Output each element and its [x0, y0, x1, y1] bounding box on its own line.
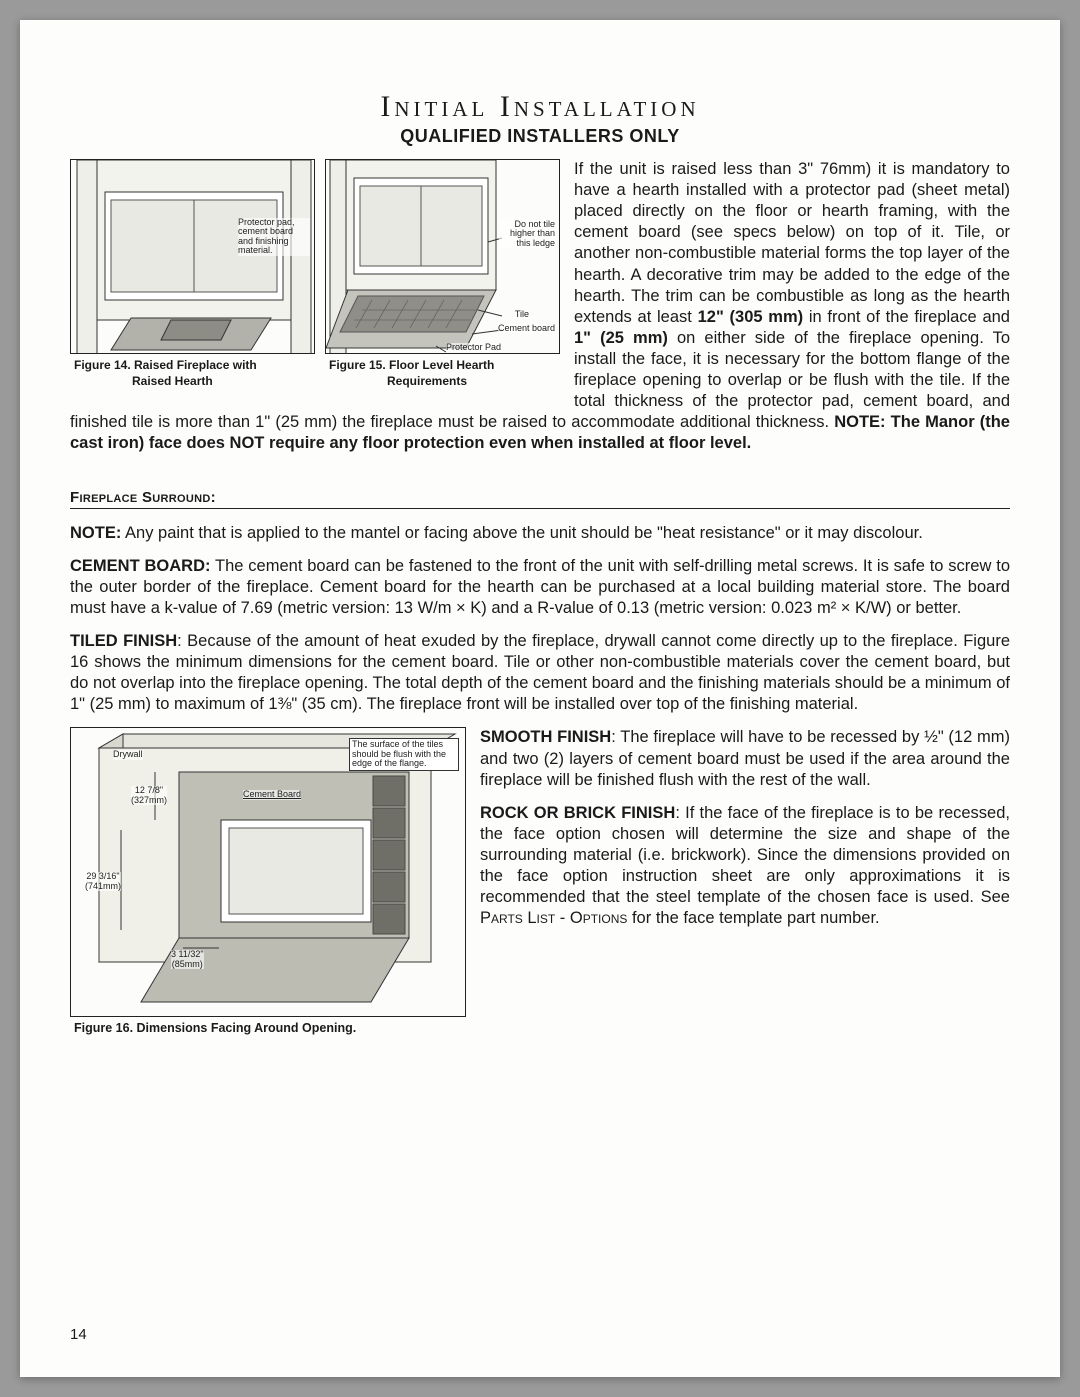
figure-14: Protector pad, cement board and finishin… [70, 159, 315, 389]
fig16-label-note: The surface of the tiles should be flush… [349, 738, 459, 770]
note-paragraph: NOTE: Any paint that is applied to the m… [70, 523, 1010, 544]
intro-text-1: If the unit is raised less than 3" 76mm)… [574, 160, 1010, 326]
section-surround-heading: Fireplace Surround: [70, 489, 1010, 509]
figure-15-note-tile: Tile [515, 310, 529, 319]
fig16-dim-left: 29 3/16" (741mm) [85, 872, 121, 891]
intro-bold-1: 12" (305 mm) [698, 308, 804, 326]
figure-14-image: Protector pad, cement board and finishin… [70, 159, 315, 354]
fig16-label-drywall: Drywall [113, 750, 143, 759]
intro-text-2: in front of the fireplace and [803, 308, 1010, 326]
figure-16: Drywall Cement Board The surface of the … [70, 727, 466, 1035]
tiled-text: : Because of the amount of heat exuded b… [70, 632, 1010, 713]
fig16-label-cement: Cement Board [243, 790, 301, 799]
rock-smallcaps: Parts List - Options [480, 909, 627, 927]
intro-block: Protector pad, cement board and finishin… [70, 159, 1010, 455]
figure-15-image: Do not tile higher than this ledge Tile … [325, 159, 560, 354]
figure-15-note-cement: Cement board [498, 324, 555, 333]
figure-14-caption-l1: Figure 14. Raised Fireplace with [74, 358, 257, 372]
note-text: Any paint that is applied to the mantel … [121, 524, 922, 542]
figure-15-note-pad: Protector Pad [446, 343, 501, 352]
smooth-lead: SMOOTH FINISH [480, 728, 611, 746]
figure-14-svg [71, 160, 315, 354]
note-lead: NOTE: [70, 524, 121, 542]
cement-paragraph: CEMENT BOARD: The cement board can be fa… [70, 556, 1010, 619]
figure-14-note: Protector pad, cement board and finishin… [238, 218, 310, 256]
figure-14-caption-l2: Raised Hearth [74, 374, 213, 388]
figure-15: Do not tile higher than this ledge Tile … [325, 159, 560, 389]
tiled-lead: TILED FINISH [70, 632, 177, 650]
page-number: 14 [70, 1326, 87, 1343]
bottom-block: Drywall Cement Board The surface of the … [70, 727, 1010, 1035]
cement-lead: CEMENT BOARD: [70, 557, 211, 575]
page-subtitle: QUALIFIED INSTALLERS ONLY [70, 126, 1010, 147]
page-title: Initial Installation [70, 90, 1010, 124]
figure-15-note-top: Do not tile higher than this ledge [499, 220, 555, 248]
figure-15-caption-l1: Figure 15. Floor Level Hearth [329, 358, 494, 372]
rock-lead: ROCK OR BRICK FINISH [480, 804, 675, 822]
cement-text: The cement board can be fastened to the … [70, 557, 1010, 617]
figure-14-caption: Figure 14. Raised Fireplace with Raised … [70, 358, 315, 389]
fig16-dim-small: 3 11/32" (85mm) [171, 950, 204, 969]
fig16-dim-top: 12 7/8" (327mm) [131, 786, 167, 805]
tiled-paragraph: TILED FINISH: Because of the amount of h… [70, 631, 1010, 715]
rock-tail: for the face template part number. [627, 909, 879, 927]
manual-page: Initial Installation QUALIFIED INSTALLER… [20, 20, 1060, 1377]
figure-15-caption: Figure 15. Floor Level Hearth Requiremen… [325, 358, 560, 389]
figure-15-caption-l2: Requirements [329, 374, 467, 388]
figure-16-image: Drywall Cement Board The surface of the … [70, 727, 466, 1017]
figure-16-svg [71, 728, 466, 1017]
intro-bold-2: 1" (25 mm) [574, 329, 668, 347]
figures-row-top: Protector pad, cement board and finishin… [70, 159, 560, 389]
figure-16-caption: Figure 16. Dimensions Facing Around Open… [70, 1021, 466, 1035]
